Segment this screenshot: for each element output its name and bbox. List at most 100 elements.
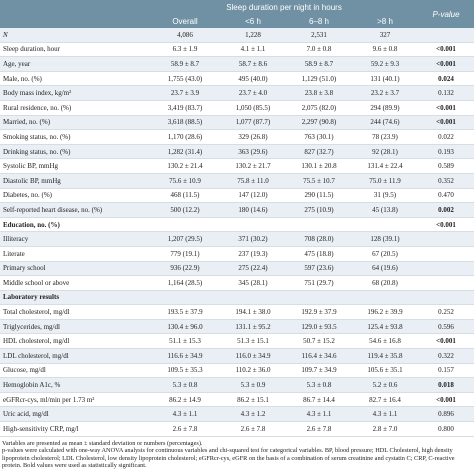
table-row: Smoking status, no. (%) 1,170 (28.6) 329 (… bbox=[0, 129, 474, 145]
p-value: <0.001 bbox=[418, 217, 474, 233]
cell-value: 125.4 ± 93.8 bbox=[352, 319, 419, 335]
cell-value: 129.0 ± 93.5 bbox=[286, 319, 352, 335]
cell-value: 128 (39.1) bbox=[352, 231, 419, 247]
cell-value: 131 (40.1) bbox=[352, 71, 419, 87]
empty-cell bbox=[220, 290, 286, 306]
row-label: Male, no. (%) bbox=[0, 71, 150, 87]
empty-cell bbox=[418, 290, 474, 306]
table-row: Drinking status, no. (%) 1,282 (31.4) 363 … bbox=[0, 144, 474, 160]
table-row: Married, no. (%) 3,618 (88.5) 1,077 (87.7)… bbox=[0, 115, 474, 131]
p-value: 0.024 bbox=[418, 71, 474, 87]
table-row: Self-reported heart disease, no. (%) 500 … bbox=[0, 202, 474, 218]
row-label: High-sensitivity CRP, mg/l bbox=[0, 421, 150, 437]
cell-value: 475 (18.8) bbox=[286, 246, 352, 262]
table-row: Total cholesterol, mg/dl 193.5 ± 37.9 194.… bbox=[0, 304, 474, 320]
cell-value: 75.5 ± 10.7 bbox=[286, 173, 352, 189]
row-label: Self-reported heart disease, no. (%) bbox=[0, 202, 150, 218]
table-row: Rural residence, no. (%) 3,419 (83.7) 1,05… bbox=[0, 100, 474, 116]
cell-value: 371 (30.2) bbox=[220, 231, 286, 247]
row-label: eGFRcr-cys, ml/min per 1.73 m² bbox=[0, 392, 150, 408]
cell-value: 131.4 ± 22.4 bbox=[352, 158, 419, 174]
empty-cell bbox=[220, 217, 286, 233]
cell-value: 45 (13.8) bbox=[352, 202, 419, 218]
p-value: 0.157 bbox=[418, 363, 474, 379]
cell-value: 1,164 (28.5) bbox=[150, 275, 220, 291]
p-value: <0.001 bbox=[418, 392, 474, 408]
empty-cell bbox=[150, 217, 220, 233]
p-value: 0.132 bbox=[418, 85, 474, 101]
table-row: Hemoglobin A1c, % 5.3 ± 0.8 5.3 ± 0.9 5.3 ±… bbox=[0, 377, 474, 393]
footnotes: Variables are presented as mean ± standa… bbox=[0, 437, 474, 469]
cell-value: 180 (14.6) bbox=[220, 202, 286, 218]
cell-value: 275 (10.9) bbox=[286, 202, 352, 218]
empty-cell bbox=[418, 246, 474, 262]
cell-value: 58.7 ± 8.6 bbox=[220, 56, 286, 72]
row-label: Systolic BP, mmHg bbox=[0, 158, 150, 174]
row-label: Total cholesterol, mg/dl bbox=[0, 304, 150, 320]
cell-value: 86.7 ± 14.4 bbox=[286, 392, 352, 408]
cell-value: 109.5 ± 35.3 bbox=[150, 363, 220, 379]
empty-cell bbox=[150, 290, 220, 306]
row-label: Body mass index, kg/m² bbox=[0, 85, 150, 101]
row-label: Married, no. (%) bbox=[0, 115, 150, 131]
cell-value: 51.1 ± 15.3 bbox=[150, 333, 220, 350]
cell-value: 1,077 (87.7) bbox=[220, 115, 286, 131]
cell-value: 116.4 ± 34.6 bbox=[286, 348, 352, 364]
table-row: Triglycerides, mg/dl 130.4 ± 96.0 131.1 ± … bbox=[0, 319, 474, 335]
cell-value: 2.8 ± 7.0 bbox=[352, 421, 419, 437]
cell-value: 1,755 (43.0) bbox=[150, 71, 220, 87]
footnote: p-values were calculated with one-way AN… bbox=[2, 447, 455, 469]
empty-cell bbox=[418, 261, 474, 277]
row-label: Glucose, mg/dl bbox=[0, 363, 150, 379]
table-row: Uric acid, mg/dl 4.3 ± 1.1 4.3 ± 1.2 4.3 ± … bbox=[0, 406, 474, 423]
cell-value: 597 (23.6) bbox=[286, 261, 352, 277]
cell-value: 23.7 ± 4.0 bbox=[220, 85, 286, 101]
cell-value: 327 bbox=[352, 28, 419, 43]
table-row: Glucose, mg/dl 109.5 ± 35.3 110.2 ± 36.0 10… bbox=[0, 363, 474, 379]
table-row: Illiteracy 1,207 (29.5) 371 (30.2) 708 (28.… bbox=[0, 231, 474, 247]
empty-cell bbox=[352, 217, 419, 233]
footnote: Variables are presented as mean ± standa… bbox=[2, 439, 203, 447]
cell-value: 4,086 bbox=[150, 28, 220, 43]
cell-value: 275 (22.4) bbox=[220, 261, 286, 277]
table-row: Laboratory results bbox=[0, 290, 474, 306]
p-value: 0.352 bbox=[418, 173, 474, 189]
p-value: <0.001 bbox=[418, 42, 474, 58]
table-row: Sleep duration, hour 6.3 ± 1.9 4.1 ± 1.1 7.… bbox=[0, 42, 474, 58]
cell-value: 116.6 ± 34.9 bbox=[150, 348, 220, 364]
cell-value: 237 (19.3) bbox=[220, 246, 286, 262]
cell-value: 54.6 ± 16.8 bbox=[352, 333, 419, 350]
cell-value: 2.6 ± 7.8 bbox=[286, 421, 352, 437]
empty-cell bbox=[286, 217, 352, 233]
cell-value: 6.3 ± 1.9 bbox=[150, 42, 220, 58]
table-row: Primary school 936 (22.9) 275 (22.4) 597 (2… bbox=[0, 261, 474, 277]
table-row: Systolic BP, mmHg 130.2 ± 21.4 130.2 ± 21.… bbox=[0, 158, 474, 174]
cell-value: 751 (29.7) bbox=[286, 275, 352, 291]
cell-value: 7.0 ± 0.8 bbox=[286, 42, 352, 58]
p-value: <0.001 bbox=[418, 56, 474, 72]
cell-value: 468 (11.5) bbox=[150, 188, 220, 204]
cell-value: 68 (20.8) bbox=[352, 275, 419, 291]
cell-value: 1,207 (29.5) bbox=[150, 231, 220, 247]
cell-value: 779 (19.1) bbox=[150, 246, 220, 262]
cell-value: 192.9 ± 37.9 bbox=[286, 304, 352, 320]
cell-value: 23.7 ± 3.9 bbox=[150, 85, 220, 101]
cell-value: 244 (74.6) bbox=[352, 115, 419, 131]
table-row: Age, year 58.9 ± 8.7 58.7 ± 8.6 58.9 ± 8.7 5… bbox=[0, 56, 474, 72]
cell-value: 1,170 (28.6) bbox=[150, 129, 220, 145]
p-value: 0.322 bbox=[418, 348, 474, 364]
cell-value: 86.2 ± 15.1 bbox=[220, 392, 286, 408]
cell-value: 75.6 ± 10.9 bbox=[150, 173, 220, 189]
cell-value: 2,531 bbox=[286, 28, 352, 43]
row-label: Primary school bbox=[0, 261, 150, 277]
cell-value: 4.3 ± 1.1 bbox=[286, 406, 352, 423]
cell-value: 196.2 ± 39.9 bbox=[352, 304, 419, 320]
row-label: Uric acid, mg/dl bbox=[0, 406, 150, 423]
data-table: Sleep duration per night in hours P-value… bbox=[0, 0, 474, 437]
row-label: HDL cholesterol, mg/dl bbox=[0, 333, 150, 350]
table-row: Middle school or above 1,164 (28.5) 345 (2… bbox=[0, 275, 474, 291]
cell-value: 1,050 (85.5) bbox=[220, 100, 286, 116]
cell-value: 4.3 ± 1.1 bbox=[150, 406, 220, 423]
row-label: Hemoglobin A1c, % bbox=[0, 377, 150, 393]
